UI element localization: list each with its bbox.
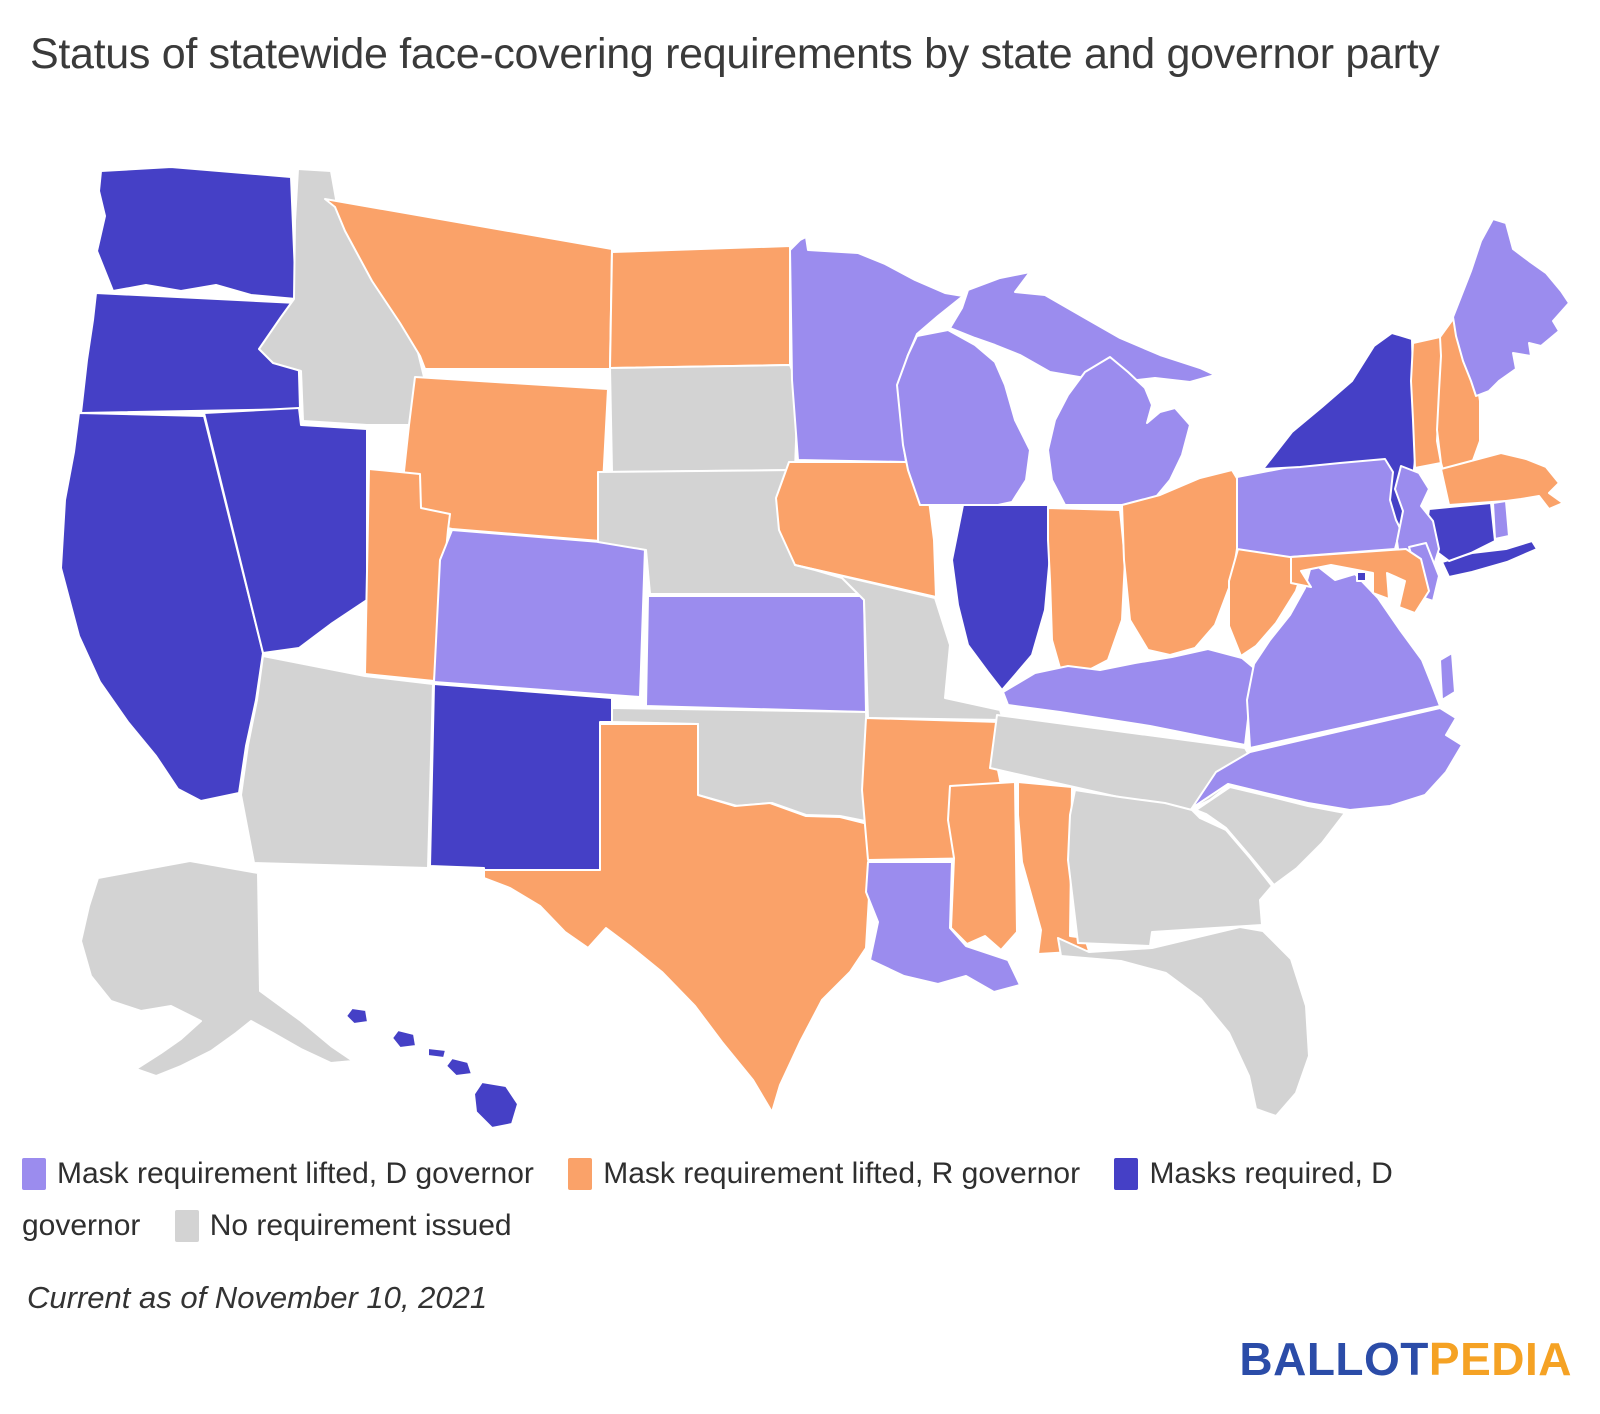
legend-item-none: No requirement issued — [174, 1209, 512, 1243]
state-HI-3[interactable]: Hawaii — [427, 1047, 447, 1059]
legend-label-lifted-d: Mask requirement lifted, D governor — [57, 1157, 534, 1190]
state-VA-1[interactable]: Virginia — [1246, 561, 1441, 749]
legend-item-required-d: Masks required, D governor — [22, 1157, 1393, 1242]
state-NY-2[interactable]: New York — [1441, 540, 1538, 578]
legend-swatch-required-d — [1114, 1158, 1139, 1190]
state-SC[interactable]: South Carolina — [1195, 786, 1346, 886]
state-NM[interactable]: New Mexico — [429, 683, 613, 878]
page-title: Status of statewide face-covering requir… — [30, 30, 1440, 78]
state-DC[interactable]: Washington, D.C. — [1356, 571, 1367, 582]
state-KY[interactable]: Kentucky — [1002, 648, 1255, 746]
state-WA[interactable]: Washington — [96, 166, 297, 300]
state-NC[interactable]: North Carolina — [1191, 707, 1463, 811]
state-RI[interactable]: Rhode Island — [1492, 500, 1510, 540]
state-CO[interactable]: Colorado — [433, 529, 646, 698]
state-MS[interactable]: Mississippi — [947, 781, 1018, 951]
as-of-note: Current as of November 10, 2021 — [27, 1280, 488, 1315]
logo-ballot: BALLOT — [1239, 1333, 1429, 1385]
state-HI-4[interactable]: Hawaii — [445, 1057, 473, 1077]
state-MI-1[interactable]: Michigan — [949, 271, 1216, 383]
state-TX[interactable]: Texas — [483, 723, 871, 1113]
state-HI-1[interactable]: Hawaii — [345, 1007, 369, 1025]
state-HI-5[interactable]: Hawaii — [473, 1081, 519, 1129]
legend-item-lifted-r: Mask requirement lifted, R governor — [568, 1157, 1080, 1190]
state-MD[interactable]: Maryland — [1290, 548, 1430, 614]
ballotpedia-logo: BALLOTPEDIA — [1239, 1332, 1572, 1386]
legend-label-required-d: Masks required, D governor — [22, 1157, 1393, 1243]
map-legend: Mask requirement lifted, D governor Mask… — [22, 1148, 1472, 1252]
state-ND[interactable]: North Dakota — [609, 245, 791, 369]
logo-pedia: PEDIA — [1428, 1333, 1572, 1385]
legend-label-lifted-r: Mask requirement lifted, R governor — [603, 1157, 1081, 1190]
state-ME[interactable]: Maine — [1452, 218, 1570, 397]
state-AZ[interactable]: Arizona — [240, 655, 434, 869]
state-TN[interactable]: Tennessee — [989, 714, 1253, 813]
state-WI[interactable]: Wisconsin — [896, 329, 1031, 506]
state-IL[interactable]: Illinois — [951, 504, 1051, 691]
state-IN[interactable]: Indiana — [1047, 507, 1126, 673]
state-GA[interactable]: Georgia — [1067, 789, 1273, 947]
legend-item-lifted-d: Mask requirement lifted, D governor — [22, 1157, 534, 1190]
state-VA-2[interactable]: Virginia — [1439, 652, 1456, 701]
legend-swatch-lifted-r — [568, 1158, 593, 1190]
state-UT[interactable]: Utah — [364, 468, 451, 682]
state-MI-2[interactable]: Michigan — [1047, 356, 1191, 506]
state-OH[interactable]: Ohio — [1121, 469, 1241, 656]
state-PA[interactable]: Pennsylvania — [1236, 452, 1401, 558]
state-SD[interactable]: South Dakota — [609, 364, 799, 473]
state-KS[interactable]: Kansas — [645, 595, 867, 713]
state-FL[interactable]: Florida — [1057, 926, 1310, 1117]
state-AK[interactable]: Alaska — [80, 860, 354, 1077]
state-HI-2[interactable]: Hawaii — [391, 1029, 417, 1049]
legend-swatch-lifted-d — [22, 1158, 46, 1190]
legend-label-none: No requirement issued — [209, 1209, 512, 1243]
legend-swatch-none — [174, 1210, 199, 1243]
